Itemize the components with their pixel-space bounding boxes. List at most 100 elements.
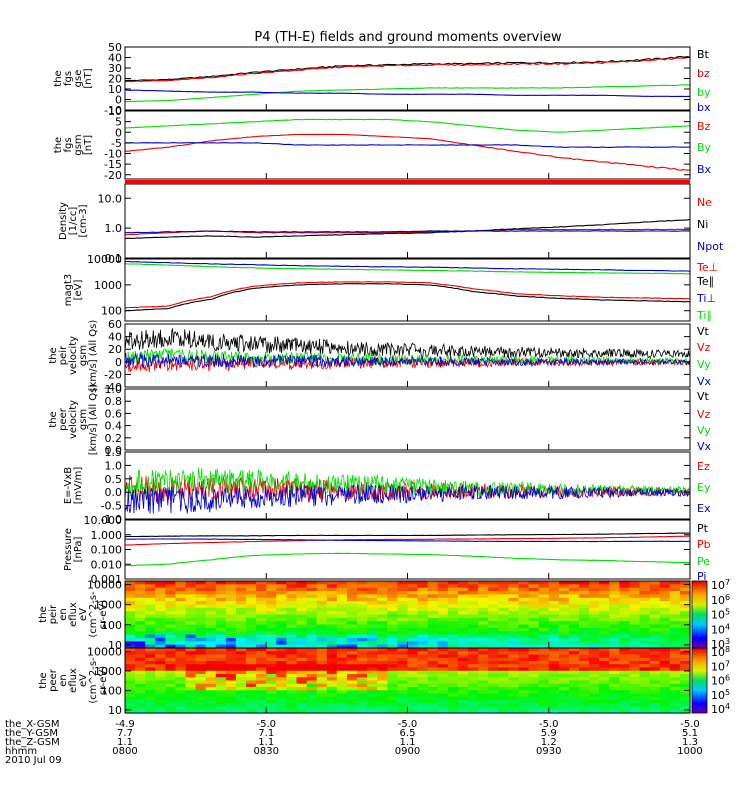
axis-row-label: the_X-GSM bbox=[5, 719, 59, 730]
spectrogram-cell bbox=[498, 683, 509, 688]
spectrogram-cell bbox=[538, 611, 550, 616]
spectrogram-cell bbox=[145, 597, 156, 602]
spectrogram-cell bbox=[387, 683, 399, 688]
spectrogram-cell bbox=[155, 680, 166, 685]
spectrogram-cell bbox=[286, 594, 298, 599]
spectrogram-cell bbox=[165, 651, 177, 656]
spectrogram-cell bbox=[629, 621, 641, 626]
spectrogram-cell bbox=[669, 611, 681, 616]
spectrogram-cell bbox=[195, 641, 207, 646]
spectrogram-cell bbox=[387, 587, 399, 592]
spectrogram-cell bbox=[619, 637, 631, 642]
spectrogram-cell bbox=[367, 657, 378, 662]
spectrogram-cell bbox=[397, 667, 409, 672]
spectrogram-cell bbox=[195, 581, 207, 585]
spectrogram-cell bbox=[447, 607, 459, 612]
spectrogram-cell bbox=[579, 703, 590, 708]
spectrogram-cell bbox=[225, 627, 237, 632]
spectrogram-cell bbox=[417, 617, 429, 622]
spectrogram-cell bbox=[225, 587, 237, 592]
spectrogram-cell bbox=[659, 611, 671, 616]
spectrogram-cell bbox=[478, 611, 489, 616]
spectrogram-cell bbox=[447, 634, 459, 639]
spectrogram-cell bbox=[346, 654, 358, 659]
spectrogram-cell bbox=[316, 703, 328, 708]
spectrogram-cell bbox=[639, 687, 651, 691]
spectrogram-cell bbox=[165, 648, 177, 652]
spectrogram-cell bbox=[407, 690, 419, 695]
spectrogram-cell bbox=[225, 667, 237, 672]
series-Pi bbox=[124, 538, 691, 543]
spectrogram-cell bbox=[276, 670, 288, 675]
spectrogram-cell bbox=[246, 654, 257, 659]
spectrogram-cell bbox=[629, 601, 641, 606]
spectrogram-cell bbox=[407, 634, 419, 639]
spectrogram-cell bbox=[387, 657, 399, 662]
spectrogram-cell bbox=[326, 683, 338, 688]
spectrogram-cell bbox=[589, 687, 600, 691]
spectrogram-cell bbox=[629, 591, 641, 595]
spectrogram-cell bbox=[316, 604, 328, 609]
spectrogram-cell bbox=[579, 624, 590, 629]
spectrogram-cell bbox=[225, 611, 237, 616]
spectrogram-cell bbox=[609, 706, 620, 711]
spectrogram-cell bbox=[558, 634, 570, 639]
spectrogram-cell bbox=[468, 709, 479, 714]
spectrogram-cell bbox=[155, 581, 166, 585]
axis-row-value: -4.9 bbox=[115, 719, 135, 730]
spectrogram-cell bbox=[669, 584, 681, 589]
spectrogram-cell bbox=[579, 591, 590, 595]
spectrogram-cell bbox=[276, 706, 288, 711]
spectrogram-cell bbox=[155, 607, 166, 612]
spectrogram-cell bbox=[296, 700, 308, 704]
spectrogram-cell bbox=[639, 594, 651, 599]
spectrogram-cell bbox=[397, 604, 409, 609]
spectrogram-cell bbox=[538, 591, 550, 595]
spectrogram-cell bbox=[538, 674, 550, 678]
legend-Bt: Bt bbox=[697, 48, 710, 61]
y-tick-label: 0.0 bbox=[105, 444, 123, 457]
spectrogram-cell bbox=[518, 584, 530, 589]
spectrogram-cell bbox=[568, 584, 580, 589]
spectrogram-cell bbox=[679, 667, 691, 672]
spectrogram-cell bbox=[538, 700, 550, 704]
spectrogram-cell bbox=[397, 584, 409, 589]
spectrogram-cell bbox=[498, 601, 509, 606]
spectrogram-cell bbox=[679, 664, 691, 669]
spectrogram-cell bbox=[649, 637, 661, 642]
spectrogram-cell bbox=[296, 696, 308, 701]
spectrogram-cell bbox=[488, 683, 499, 688]
spectrogram-cell bbox=[669, 706, 681, 711]
spectrogram-cell bbox=[346, 644, 358, 649]
spectrogram-cell bbox=[336, 617, 348, 622]
spectrogram-cell bbox=[619, 591, 631, 595]
spectrogram-cell bbox=[286, 601, 298, 606]
spectrogram-cell bbox=[125, 604, 136, 609]
spectrogram-cell bbox=[296, 621, 308, 626]
spectrogram-cell bbox=[175, 654, 187, 659]
spectrogram-cell bbox=[296, 637, 308, 642]
spectrogram-cell bbox=[246, 709, 257, 714]
spectrogram-cell bbox=[397, 687, 409, 691]
spectrogram-cell bbox=[669, 617, 681, 622]
spectrogram-cell bbox=[215, 696, 227, 701]
spectrogram-cell bbox=[225, 657, 237, 662]
spectrogram-cell bbox=[165, 617, 177, 622]
spectrogram-cell bbox=[528, 597, 540, 602]
spectrogram-cell bbox=[286, 617, 298, 622]
spectrogram-cell bbox=[548, 604, 560, 609]
spectrogram-cell bbox=[478, 683, 489, 688]
spectrogram-cell bbox=[538, 581, 550, 585]
spectrogram-cell bbox=[296, 661, 308, 665]
spectrogram-cell bbox=[316, 667, 328, 672]
spectrogram-cell bbox=[155, 584, 166, 589]
spectrogram-cell bbox=[538, 627, 550, 632]
spectrogram-cell bbox=[195, 651, 207, 656]
spectrogram-cell bbox=[346, 601, 358, 606]
spectrogram-cell bbox=[215, 597, 227, 602]
spectrogram-cell bbox=[306, 670, 318, 675]
spectrogram-cell bbox=[205, 648, 217, 652]
spectrogram-cell bbox=[135, 693, 146, 698]
spectrogram-cell bbox=[639, 703, 651, 708]
spectrogram-cell bbox=[165, 661, 177, 665]
